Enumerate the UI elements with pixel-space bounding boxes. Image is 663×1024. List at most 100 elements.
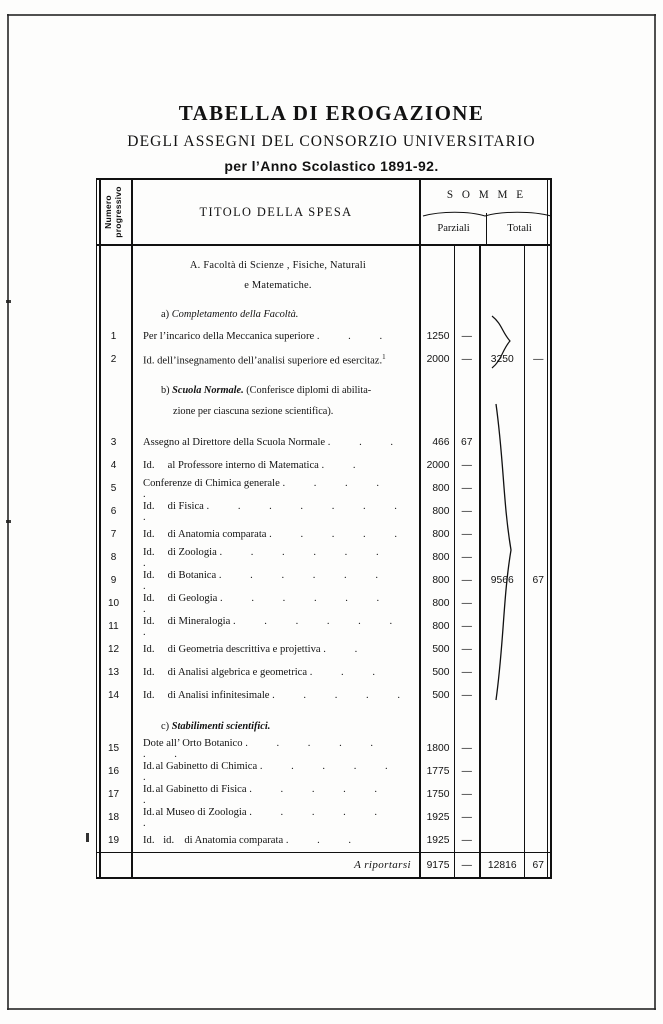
row-leader-dots: . . . . . . . [143, 615, 406, 638]
row-totali-lire [479, 783, 524, 806]
row-title: Id. di Geologia . . . . . . . [131, 592, 420, 615]
row-title: Conferenze di Chimica generale . . . . . [131, 477, 420, 500]
row-leader-dots: . . . . . [269, 529, 410, 540]
row-totali-cent [523, 546, 552, 569]
section-a2-tl [479, 275, 524, 295]
table-row[interactable]: 9 Id. di Botanica . . . . . . . 800 — 95… [96, 569, 552, 592]
row-parziali-lire: 800 [419, 500, 454, 523]
row-title-id: Id. [143, 460, 155, 471]
table-row[interactable]: 3 Assegno al Direttore della Scuola Norm… [96, 431, 552, 454]
row-title: Id. di Zoologia . . . . . . . [131, 546, 420, 569]
table-row[interactable]: 17 Id. al Gabinetto di Fisica . . . . . … [96, 783, 552, 806]
row-leader-dots: . . . . . . . [143, 569, 391, 592]
table-row[interactable]: 18 Id. al Museo di Zoologia . . . . . . … [96, 806, 552, 829]
row-parziali-cent: — [453, 806, 480, 829]
table-row[interactable]: 4 Id. al Professore interno di Matematic… [96, 454, 552, 477]
row-totali-lire [479, 615, 524, 638]
document-title-block: TABELLA DI EROGAZIONE DEGLI ASSEGNI DEL … [0, 100, 663, 174]
row-title: Id. id. di Anatomia comparata . . . [131, 829, 420, 853]
row-parziali-cent: — [453, 546, 480, 569]
row-parziali-cent: — [453, 325, 480, 348]
table-row[interactable]: 12 Id. di Geometria descrittiva e projet… [96, 638, 552, 661]
table-rule-left-inner [99, 178, 101, 879]
table-rule-left-outer [96, 178, 97, 879]
row-title-id: Id. [143, 615, 155, 627]
row-parziali-cent: — [453, 477, 480, 500]
subsection-b2-num [96, 401, 132, 422]
row-leader-dots: . . . [316, 331, 396, 342]
spacer-pc [453, 707, 480, 716]
table-row[interactable]: 7 Id. di Anatomia comparata . . . . . 80… [96, 523, 552, 546]
table-rule-right-outer [550, 178, 552, 879]
table-row[interactable]: 6 Id. di Fisica . . . . . . . . 800 — [96, 500, 552, 523]
row-title: Id. di Analisi algebrica e geometrica . … [131, 661, 420, 684]
footer-totali-lire: 12816 [479, 852, 524, 879]
row-parziali-lire: 1925 [419, 829, 454, 853]
row-title-id: Id. [143, 569, 155, 581]
table-row[interactable]: 13 Id. di Analisi algebrica e geometrica… [96, 661, 552, 684]
row-parziali-lire: 1750 [419, 783, 454, 806]
table-row[interactable]: 16 Id. al Gabinetto di Chimica . . . . .… [96, 760, 552, 783]
row-title-id: Id. [143, 760, 155, 772]
row-number: 3 [110, 437, 117, 448]
table-row[interactable]: 5 Conferenze di Chimica generale . . . .… [96, 477, 552, 500]
row-parziali-cent: — [453, 348, 480, 371]
table-row[interactable]: 1 Per l’incarico della Meccanica superio… [96, 325, 552, 348]
spacer-pl [419, 422, 454, 431]
spacer-num [96, 371, 132, 380]
row-totali-cent [523, 684, 552, 707]
row-number: 16 [107, 766, 120, 777]
spacer-tl [479, 245, 524, 255]
subsection-c-tc [523, 716, 552, 737]
header-numero-label: Numero progressivo [103, 186, 124, 237]
table-row[interactable]: 19 Id. id. di Anatomia comparata . . . 1… [96, 829, 552, 853]
row-parziali-cent: — [453, 783, 480, 806]
row-totali-lire [479, 661, 524, 684]
table-row[interactable]: 2 Id. dell’insegnamento dell’analisi sup… [96, 348, 552, 371]
spacer-title [131, 422, 420, 431]
table-row[interactable]: 10 Id. di Geologia . . . . . . . 800 — [96, 592, 552, 615]
row-parziali-cent: — [453, 638, 480, 661]
row-parziali-lire: 2000 [419, 348, 454, 371]
row-title-text: di Analisi algebrica e geometrica [167, 667, 308, 678]
footer-parziali-cent: — [453, 852, 480, 879]
section-a2-num [96, 275, 132, 295]
ledger-table-container: Numero progressivo TITOLO DELLA SPESA S … [96, 178, 552, 879]
spacer-pl [419, 707, 454, 716]
table-row[interactable]: 14 Id. di Analisi infinitesimale . . . .… [96, 684, 552, 707]
row-title-text: Conferenze di Chimica generale [143, 477, 280, 489]
section-a2-pc [453, 275, 480, 295]
group-total-lire: 9566 [479, 569, 524, 592]
spacer-tc [523, 371, 552, 380]
row-parziali-lire: 1925 [419, 806, 454, 829]
subsection-a-pl [419, 304, 454, 325]
page-school-year: per l’Anno Scolastico 1891-92. [224, 158, 439, 175]
spacer-row [96, 295, 552, 304]
subsection-b2-pl [419, 401, 454, 422]
spacer-pc [453, 295, 480, 304]
table-row[interactable]: 15 Dote all’ Orto Botanico . . . . . . .… [96, 737, 552, 760]
row-totali-cent [523, 431, 552, 454]
subsection-a-marker: a) [161, 309, 170, 320]
row-totali-cent [523, 500, 552, 523]
header-parziali: Parziali [437, 223, 470, 234]
row-totali-cent [523, 325, 552, 348]
row-parziali-lire: 800 [419, 569, 454, 592]
row-title: Id. di Geometria descrittiva e projettiv… [131, 638, 420, 661]
row-title: Assegno al Direttore della Scuola Normal… [131, 431, 420, 454]
spacer-num [96, 422, 132, 431]
row-parziali-lire: 1250 [419, 325, 454, 348]
row-title: Id. di Botanica . . . . . . . [131, 569, 420, 592]
subsection-b2-tc [523, 401, 552, 422]
subsection-c-stabilimenti: c) Stabilimenti scientifici. [96, 716, 552, 737]
table-row[interactable]: 8 Id. di Zoologia . . . . . . . 800 — [96, 546, 552, 569]
subsection-a-pc [453, 304, 480, 325]
spacer-tl [479, 707, 524, 716]
table-body: A. Facoltà di Scienze , Fisiche, Natural… [96, 245, 552, 879]
row-parziali-lire: 500 [419, 684, 454, 707]
subsection-b-title: Scuola Normale. [172, 384, 244, 396]
header-titolo-della-spesa: TITOLO DELLA SPESA [131, 178, 420, 246]
subsection-b-marker: b) [161, 384, 170, 396]
row-parziali-lire: 1800 [419, 737, 454, 760]
table-row[interactable]: 11 Id. di Mineralogia . . . . . . . 800 … [96, 615, 552, 638]
